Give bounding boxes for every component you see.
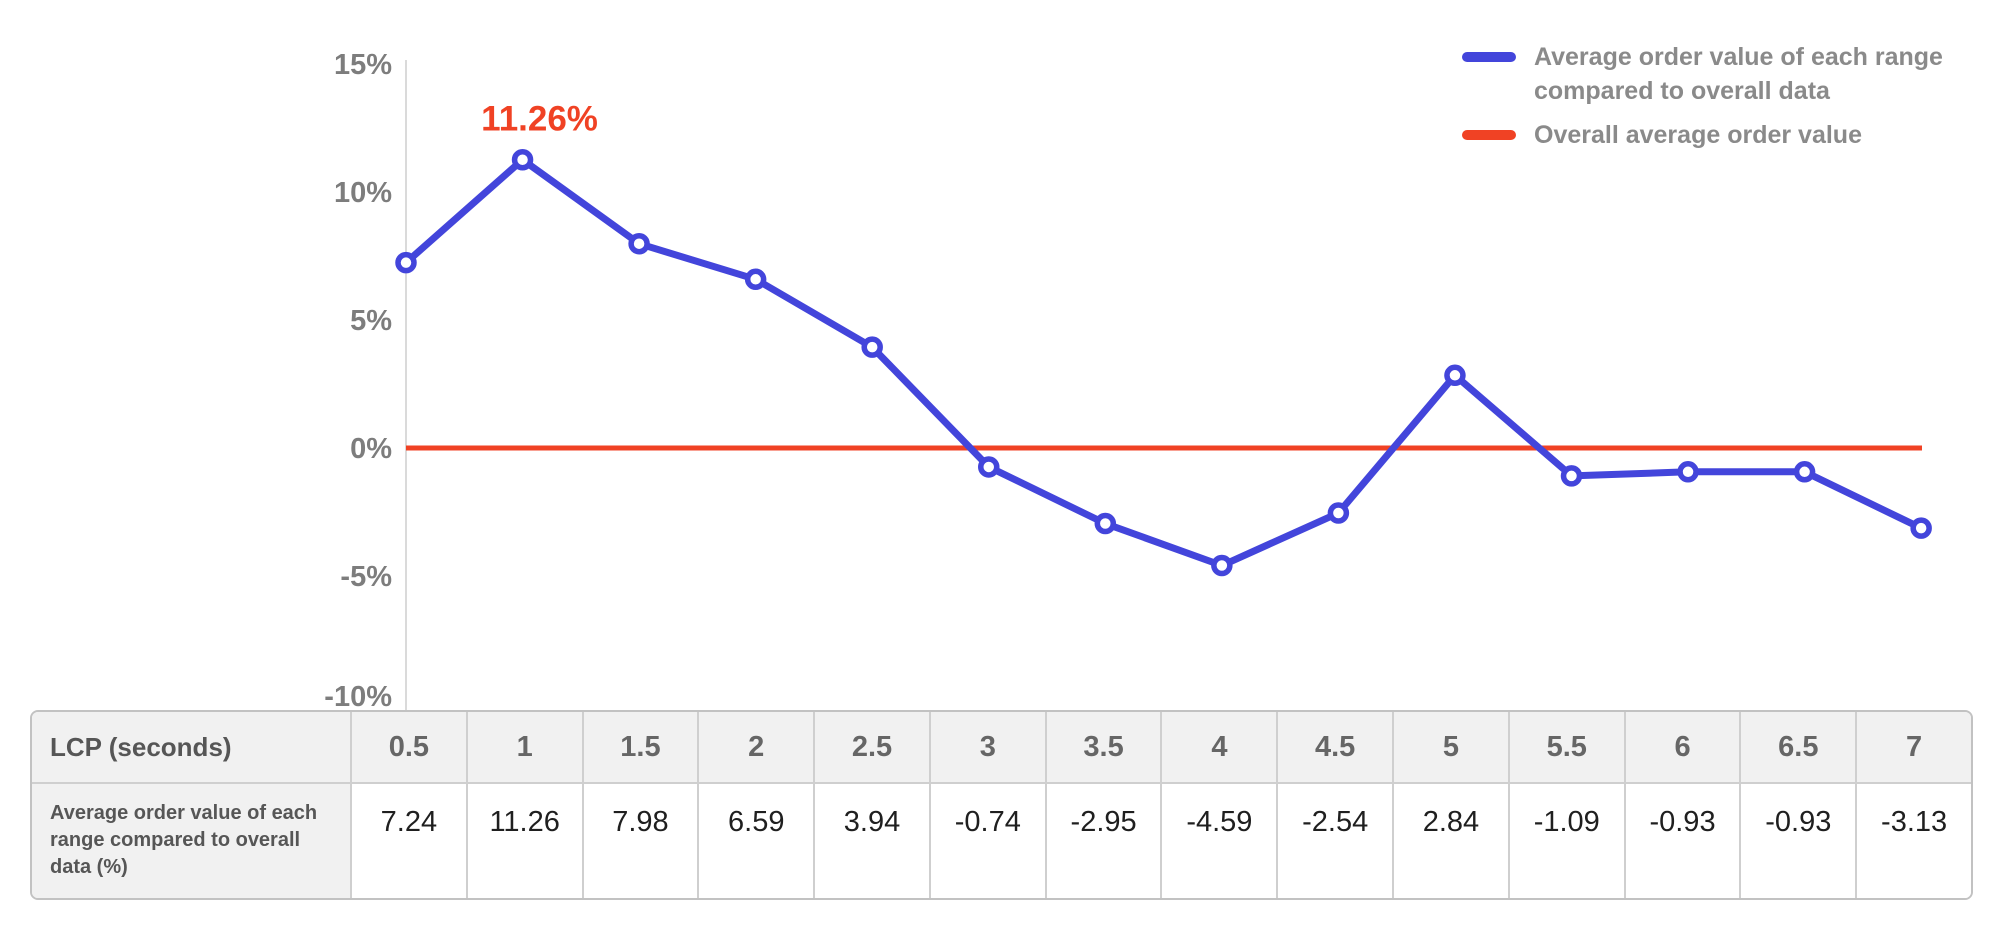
value-cell: -4.59 (1160, 782, 1277, 898)
value-cell: 11.26 (465, 782, 582, 898)
lcp-column-header: 1 (465, 712, 582, 782)
lcp-column-header: 3 (928, 712, 1045, 782)
table-row-label: Average order value of each range compar… (32, 782, 350, 898)
value-cell: -2.95 (1044, 782, 1161, 898)
legend-item-aov-range: Average order value of each range compar… (1462, 40, 1972, 108)
y-axis-tick-label: 0% (350, 433, 392, 465)
data-point-marker (1677, 461, 1699, 483)
value-cell: -0.74 (928, 782, 1045, 898)
data-point-marker (511, 148, 534, 171)
lcp-column-header: 5.5 (1507, 712, 1624, 782)
data-point-marker (1327, 502, 1350, 524)
table-corner-label: LCP (seconds) (32, 712, 350, 782)
data-point-marker (744, 268, 767, 291)
data-point-marker (978, 456, 1000, 478)
lcp-column-header: 2.5 (813, 712, 929, 782)
data-point-marker (1094, 512, 1117, 535)
value-cell: -3.13 (1855, 782, 1971, 898)
lcp-column-header: 0.5 (350, 712, 466, 782)
value-cell: 2.84 (1392, 782, 1508, 898)
lcp-column-header: 6.5 (1739, 712, 1856, 782)
legend-label-overall-average: Overall average order value (1534, 121, 1862, 149)
blue-line-swatch (1462, 52, 1516, 62)
data-point-marker (1793, 461, 1816, 483)
y-axis-tick-label: -5% (340, 561, 392, 593)
data-point-marker (1444, 364, 1466, 387)
data-point-marker (1560, 465, 1583, 487)
lcp-data-table: LCP (seconds) 0.5 1 1.5 2 2.5 3 3.5 4 4.5 5 5.5 6 6.5… (30, 710, 1973, 900)
data-point-marker (1910, 517, 1932, 539)
lcp-column-header: 2 (697, 712, 814, 782)
data-point-marker (628, 232, 650, 255)
value-cell: -0.93 (1739, 782, 1856, 898)
peak-value-annotation: 11.26% (481, 100, 598, 139)
y-axis-tick-label: -10% (324, 681, 392, 713)
y-axis-tick-label: 15% (334, 49, 392, 81)
value-cell: -2.54 (1276, 782, 1393, 898)
data-point-marker (861, 336, 883, 358)
data-point-marker (395, 251, 417, 274)
legend-label-aov-range: Average order value of each range compar… (1534, 43, 1943, 105)
lcp-column-header: 4 (1160, 712, 1277, 782)
data-point-marker (1211, 554, 1233, 577)
value-cell: 7.24 (350, 782, 466, 898)
chart-legend: Average order value of each range compar… (1462, 40, 1972, 162)
y-axis-tick-label: 10% (334, 177, 392, 209)
value-cell: 6.59 (697, 782, 814, 898)
red-line-swatch (1462, 130, 1516, 140)
lcp-column-header: 6 (1623, 712, 1740, 782)
value-cell: -0.93 (1623, 782, 1740, 898)
lcp-column-header: 1.5 (581, 712, 698, 782)
legend-item-overall-average: Overall average order value (1462, 118, 1972, 152)
y-axis-tick-label: 5% (350, 305, 392, 337)
lcp-column-header: 7 (1855, 712, 1971, 782)
aov-series-line (402, 156, 1925, 570)
value-cell: 3.94 (813, 782, 929, 898)
value-cell: -1.09 (1507, 782, 1624, 898)
lcp-column-header: 3.5 (1044, 712, 1161, 782)
lcp-column-header: 5 (1392, 712, 1508, 782)
lcp-column-header: 4.5 (1276, 712, 1393, 782)
value-cell: 7.98 (581, 782, 698, 898)
